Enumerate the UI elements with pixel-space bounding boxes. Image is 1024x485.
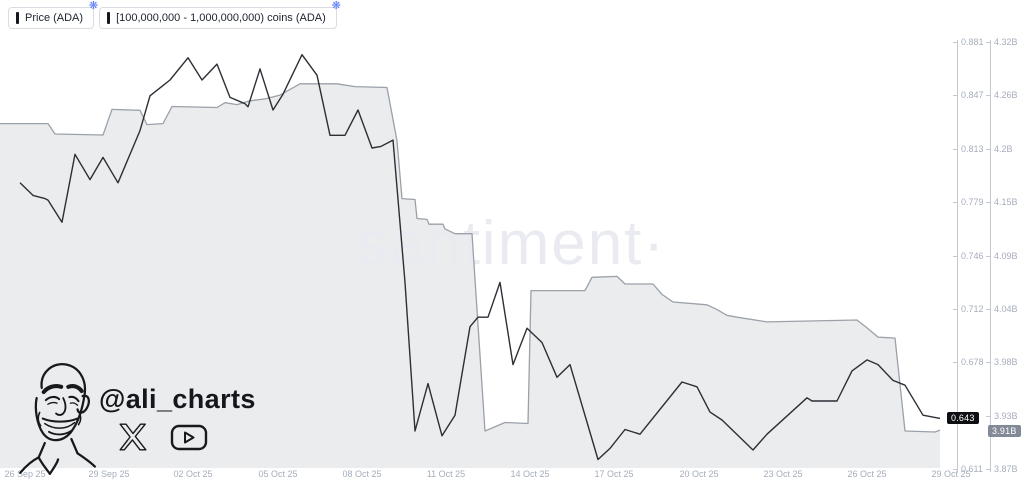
y-tick-label: 3.98B (994, 357, 1018, 368)
y-tick-label: 0.779 (961, 197, 984, 208)
santiment-watermark: ·santiment· (334, 209, 666, 278)
volume-current-badge: 3.91B (988, 425, 1021, 437)
supply-area-fill (0, 83, 940, 469)
y-tick-label: 4.26B (994, 90, 1018, 101)
y-tick-label: 4.09B (994, 250, 1018, 261)
volume-axis[interactable] (990, 40, 991, 472)
y-tick-label: 0.746 (961, 250, 984, 261)
legend-chip-supply-label: [100,000,000 - 1,000,000,000) coins (ADA… (116, 12, 326, 24)
y-tick-label: 0.881 (961, 37, 984, 47)
y-tick-mark (953, 42, 957, 43)
y-tick-mark (986, 469, 990, 470)
x-axis-label: 23 Oct 25 (763, 469, 803, 479)
y-tick-label: 0.712 (961, 303, 984, 314)
y-tick-mark (953, 202, 957, 204)
series-color-bar (16, 12, 19, 24)
legend-chip-supply-distribution[interactable]: [100,000,000 - 1,000,000,000) coins (ADA… (99, 1, 341, 29)
chart-plot-area[interactable] (0, 38, 945, 468)
y-tick-mark (986, 95, 990, 97)
x-axis-label: 11 Oct 25 (426, 469, 466, 479)
series-color-bar (107, 12, 111, 24)
price-axis[interactable] (957, 40, 958, 472)
price-line (19, 54, 941, 461)
supply-area-outline (0, 83, 941, 433)
x-axis-label: 29 Oct 25 (931, 469, 971, 479)
y-tick-label: 0.847 (961, 90, 984, 101)
y-tick-mark (986, 148, 990, 150)
y-tick-mark (953, 469, 957, 470)
y-tick-mark (953, 95, 957, 97)
x-axis-label: 14 Oct 25 (510, 469, 550, 479)
y-tick-mark (986, 308, 990, 310)
y-tick-label: 4.04B (994, 303, 1018, 314)
y-tick-mark (986, 362, 990, 364)
legend: Price (ADA) ❋ [100,000,000 - 1,000,000,0… (8, 1, 341, 29)
x-axis-label: 17 Oct 25 (594, 469, 634, 479)
legend-chip-price[interactable]: Price (ADA) ❋ (8, 1, 98, 29)
y-tick-mark (986, 415, 990, 417)
x-axis-label: 05 Oct 25 (258, 469, 298, 479)
legend-chip-price-label: Price (ADA) (25, 12, 84, 24)
x-axis-label: 08 Oct 25 (342, 469, 382, 479)
y-tick-label: 4.15B (994, 197, 1018, 208)
y-tick-mark (986, 202, 990, 204)
y-tick-mark (953, 255, 957, 257)
y-tick-label: 4.32B (994, 37, 1018, 47)
price-current-badge: 0.643 (947, 412, 979, 424)
settings-icon[interactable]: ❋ (331, 0, 341, 12)
y-tick-mark (986, 42, 990, 43)
x-axis-label: 20 Oct 25 (679, 469, 719, 479)
y-tick-label: 3.93B (994, 410, 1018, 421)
y-tick-label: 4.2B (994, 143, 1013, 154)
y-tick-mark (953, 148, 957, 150)
y-tick-label: 0.813 (961, 143, 984, 154)
x-axis-label: 26 Sep 25 (4, 469, 46, 479)
y-tick-label: 0.611 (961, 464, 983, 474)
y-tick-label: 0.678 (961, 357, 984, 368)
x-axis-label: 29 Sep 25 (88, 469, 130, 479)
y-tick-mark (953, 362, 957, 364)
x-axis-label: 26 Oct 25 (847, 469, 887, 479)
y-tick-mark (986, 255, 990, 257)
settings-icon[interactable]: ❋ (88, 0, 99, 12)
y-tick-label: 3.87B (994, 464, 1018, 474)
y-tick-mark (953, 308, 957, 310)
x-axis-label: 02 Oct 25 (173, 469, 213, 479)
